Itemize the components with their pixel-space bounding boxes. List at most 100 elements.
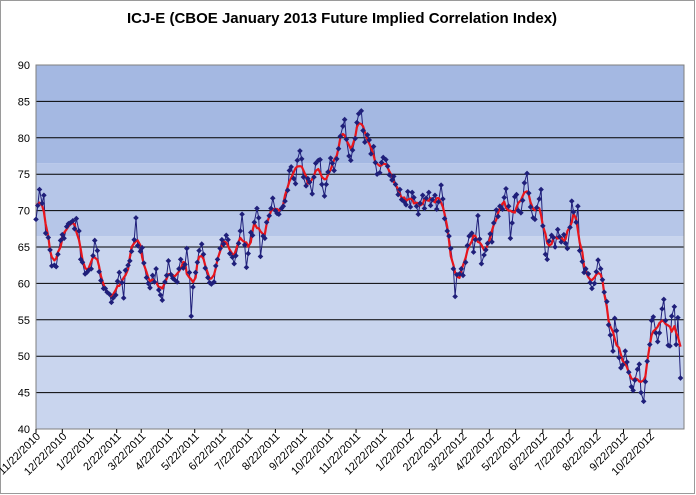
data-point bbox=[73, 215, 80, 222]
data-point bbox=[225, 236, 231, 243]
plot-band-0 bbox=[36, 236, 684, 429]
data-point bbox=[57, 237, 64, 244]
data-point bbox=[607, 332, 614, 338]
data-point bbox=[303, 183, 309, 189]
data-point bbox=[220, 241, 227, 247]
data-point bbox=[155, 287, 162, 293]
data-point bbox=[383, 156, 389, 163]
data-point bbox=[243, 264, 250, 271]
data-point bbox=[673, 341, 679, 348]
data-point bbox=[421, 205, 428, 212]
data-point bbox=[605, 322, 612, 328]
data-point bbox=[174, 279, 180, 285]
data-point bbox=[462, 259, 469, 266]
data-point bbox=[217, 245, 223, 252]
data-point bbox=[450, 266, 457, 272]
data-point bbox=[284, 187, 291, 194]
data-point bbox=[499, 206, 506, 212]
data-point bbox=[239, 211, 245, 218]
data-point bbox=[157, 292, 164, 298]
data-point bbox=[595, 257, 601, 263]
data-point bbox=[458, 266, 465, 272]
data-point bbox=[407, 204, 414, 210]
data-point bbox=[251, 219, 258, 226]
data-point bbox=[260, 233, 266, 239]
y-tick-label: 40 bbox=[18, 424, 30, 436]
data-point bbox=[119, 279, 125, 286]
data-point bbox=[644, 358, 650, 365]
data-point bbox=[433, 206, 440, 212]
data-point bbox=[354, 119, 360, 126]
data-point bbox=[212, 263, 219, 269]
data-point bbox=[340, 123, 346, 129]
data-point bbox=[70, 217, 76, 224]
data-point bbox=[444, 228, 451, 234]
data-point bbox=[278, 205, 285, 212]
data-point bbox=[33, 216, 39, 223]
data-point bbox=[55, 251, 61, 258]
data-point bbox=[249, 232, 256, 239]
data-point bbox=[294, 157, 301, 164]
data-point bbox=[141, 260, 147, 266]
raw-series-line bbox=[35, 109, 681, 402]
data-point bbox=[466, 233, 472, 239]
data-point bbox=[601, 289, 608, 295]
data-point bbox=[280, 203, 287, 210]
data-point bbox=[497, 203, 503, 210]
data-point bbox=[202, 265, 209, 271]
data-point bbox=[319, 181, 325, 188]
data-point bbox=[401, 199, 408, 205]
data-point bbox=[468, 230, 475, 236]
data-point bbox=[245, 250, 252, 257]
data-point bbox=[538, 186, 544, 193]
data-point bbox=[507, 235, 514, 242]
data-point bbox=[426, 189, 432, 196]
y-tick-label: 85 bbox=[18, 96, 30, 108]
data-point bbox=[374, 171, 380, 177]
data-point bbox=[235, 240, 242, 247]
y-tick-label: 90 bbox=[18, 60, 30, 72]
data-point bbox=[630, 387, 636, 394]
smoothed-series-line bbox=[35, 122, 682, 383]
data-point bbox=[262, 235, 268, 242]
data-point bbox=[266, 212, 273, 219]
data-point bbox=[616, 354, 622, 361]
data-point bbox=[376, 169, 383, 176]
data-point bbox=[579, 258, 586, 265]
data-point bbox=[521, 180, 528, 186]
data-point bbox=[192, 269, 199, 276]
data-point bbox=[524, 170, 530, 177]
data-point bbox=[337, 133, 344, 140]
data-point bbox=[188, 313, 195, 319]
data-point bbox=[470, 249, 477, 255]
data-point bbox=[362, 139, 368, 145]
data-point bbox=[198, 241, 205, 247]
data-point bbox=[487, 231, 494, 237]
data-point bbox=[88, 266, 95, 272]
data-point bbox=[460, 272, 466, 279]
data-point bbox=[241, 242, 248, 248]
data-point bbox=[321, 193, 328, 199]
data-point bbox=[542, 251, 549, 258]
data-point bbox=[591, 280, 598, 287]
data-point bbox=[540, 223, 546, 229]
data-point bbox=[67, 220, 73, 226]
data-point bbox=[397, 186, 403, 193]
data-point bbox=[625, 369, 632, 376]
data-point bbox=[587, 279, 593, 286]
data-point bbox=[268, 205, 274, 212]
data-point bbox=[599, 276, 606, 283]
data-point bbox=[403, 201, 409, 208]
data-point bbox=[582, 266, 589, 272]
data-point bbox=[636, 361, 643, 368]
data-point bbox=[61, 235, 67, 242]
data-point bbox=[613, 327, 620, 334]
data-point bbox=[159, 297, 166, 303]
data-point bbox=[231, 260, 237, 267]
data-point bbox=[404, 188, 411, 195]
data-point bbox=[423, 195, 430, 202]
data-point bbox=[386, 172, 393, 178]
data-point bbox=[53, 263, 59, 270]
data-point bbox=[525, 190, 532, 196]
data-point bbox=[638, 389, 644, 396]
